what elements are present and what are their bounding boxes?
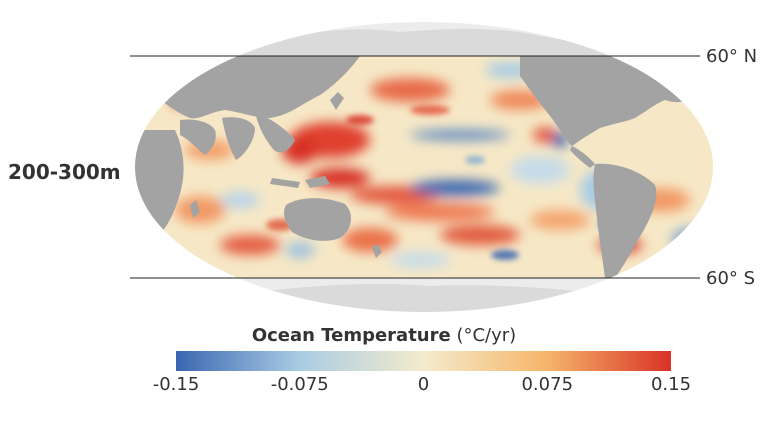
- ocean-temperature-field: [135, 56, 713, 278]
- latitude-label-south: 60° S: [706, 268, 756, 289]
- legend-title-text: Ocean Temperature: [251, 325, 451, 346]
- latitude-label-north: 60° N: [706, 46, 758, 67]
- legend-title: Ocean Temperature (°C/yr): [0, 325, 768, 346]
- legend-tick-label: 0.075: [521, 374, 574, 395]
- legend-unit: (°C/yr): [456, 325, 517, 346]
- legend-tick-label: -0.075: [270, 374, 329, 395]
- legend-tick-label: -0.15: [152, 374, 200, 395]
- legend-tick-label: 0.15: [650, 374, 692, 395]
- depth-label: 200-300m: [8, 160, 121, 184]
- legend-colorbar: [176, 351, 671, 371]
- legend-tick-label: 0: [417, 374, 430, 395]
